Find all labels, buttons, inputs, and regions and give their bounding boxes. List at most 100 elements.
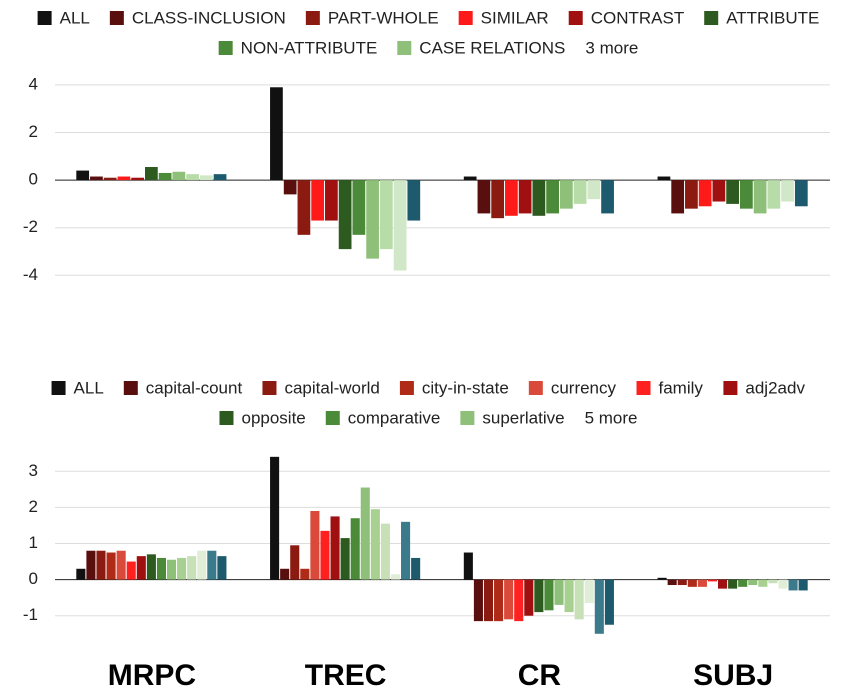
bar xyxy=(401,521,411,580)
bar xyxy=(390,574,401,580)
bar xyxy=(126,561,136,580)
bar xyxy=(768,579,778,584)
legend-swatch xyxy=(636,381,651,395)
bar xyxy=(360,487,370,580)
bar xyxy=(697,579,707,587)
bar xyxy=(300,568,310,580)
legend-item: PART-WHOLE xyxy=(305,8,439,27)
legend-item: capital-world xyxy=(262,378,380,397)
legend-item: comparative xyxy=(325,408,441,427)
y-tick-label: 2 xyxy=(29,497,38,516)
bar xyxy=(131,177,145,181)
bar xyxy=(491,180,505,219)
legend-label: opposite xyxy=(241,408,305,427)
x-tick-label: CR xyxy=(518,659,562,692)
legend-label: comparative xyxy=(348,408,441,427)
bar xyxy=(748,579,758,586)
legend-item: NON-ATTRIBUTE xyxy=(218,38,378,57)
bar xyxy=(280,568,290,580)
bar xyxy=(379,180,393,250)
bar xyxy=(739,180,753,209)
legend-item: ALL xyxy=(51,378,104,397)
legend-item: adj2adv xyxy=(723,378,805,397)
legend-label: ALL xyxy=(74,378,104,397)
legend-swatch xyxy=(704,11,719,25)
legend-more: 3 more xyxy=(585,38,638,57)
bar xyxy=(207,550,217,580)
bar xyxy=(534,579,544,613)
legend-label: adj2adv xyxy=(745,378,805,397)
legend-label: CLASS-INCLUSION xyxy=(132,8,286,27)
bar xyxy=(483,579,494,622)
legend-swatch xyxy=(723,381,738,395)
bar xyxy=(76,568,86,580)
legend-item: SIMILAR xyxy=(458,8,549,27)
legend-label: city-in-state xyxy=(422,378,509,397)
bar xyxy=(798,579,808,591)
bar xyxy=(687,579,697,587)
bar xyxy=(90,176,103,181)
legend-swatch xyxy=(219,411,234,425)
x-tick-label: MRPC xyxy=(108,659,196,692)
bar xyxy=(753,180,767,214)
legend-more-text: 3 more xyxy=(585,38,638,57)
bar xyxy=(685,180,698,209)
bar xyxy=(197,550,207,580)
bar xyxy=(728,579,738,589)
bar xyxy=(186,174,199,181)
bar xyxy=(781,180,794,202)
legend-swatch xyxy=(109,11,124,25)
legend-label: SIMILAR xyxy=(481,8,549,27)
y-tick-label: -4 xyxy=(23,265,38,284)
legend-item: family xyxy=(636,378,704,397)
bar xyxy=(778,579,788,589)
legend-swatch xyxy=(305,11,320,25)
legend-label: PART-WHOLE xyxy=(328,8,439,27)
bar xyxy=(325,180,338,221)
bar xyxy=(177,557,187,580)
bar xyxy=(156,557,166,580)
legend-label: capital-count xyxy=(146,378,243,397)
bar xyxy=(213,174,227,181)
legend-label: capital-world xyxy=(284,378,379,397)
legend-item: capital-count xyxy=(123,378,243,397)
legend-label: CASE RELATIONS xyxy=(419,38,565,57)
bar xyxy=(657,577,667,580)
bar xyxy=(283,180,297,195)
bar xyxy=(145,167,158,181)
legend-label: NON-ATTRIBUTE xyxy=(241,38,378,57)
bar xyxy=(103,177,117,181)
bar xyxy=(504,579,514,620)
legend-item: ALL xyxy=(37,8,90,27)
bar xyxy=(311,180,325,221)
bar xyxy=(574,579,584,620)
legend-item: CLASS-INCLUSION xyxy=(109,8,286,27)
legend-label: family xyxy=(659,378,704,397)
bar xyxy=(544,579,554,611)
bar xyxy=(667,579,677,586)
y-tick-label: 3 xyxy=(29,461,38,480)
bar xyxy=(573,180,587,204)
bar xyxy=(788,579,798,591)
bar xyxy=(320,530,330,580)
bar xyxy=(758,579,768,587)
legend-label: superlative xyxy=(482,408,564,427)
legend-item: CONTRAST xyxy=(568,8,684,27)
bar xyxy=(477,180,491,214)
bar xyxy=(584,579,594,604)
legend-item: city-in-state xyxy=(399,378,509,397)
bar xyxy=(407,180,421,221)
bar xyxy=(718,579,728,589)
legend-more: 5 more xyxy=(585,408,638,427)
bar xyxy=(172,171,186,181)
bar xyxy=(594,579,604,634)
legend-swatch xyxy=(399,381,414,395)
bar xyxy=(310,511,320,580)
bar xyxy=(330,516,340,580)
legend-item: CASE RELATIONS xyxy=(397,38,565,57)
bar xyxy=(494,579,504,622)
bar xyxy=(117,176,131,181)
y-tick-label: 4 xyxy=(29,74,38,93)
bar xyxy=(657,176,671,181)
bar xyxy=(297,180,311,235)
